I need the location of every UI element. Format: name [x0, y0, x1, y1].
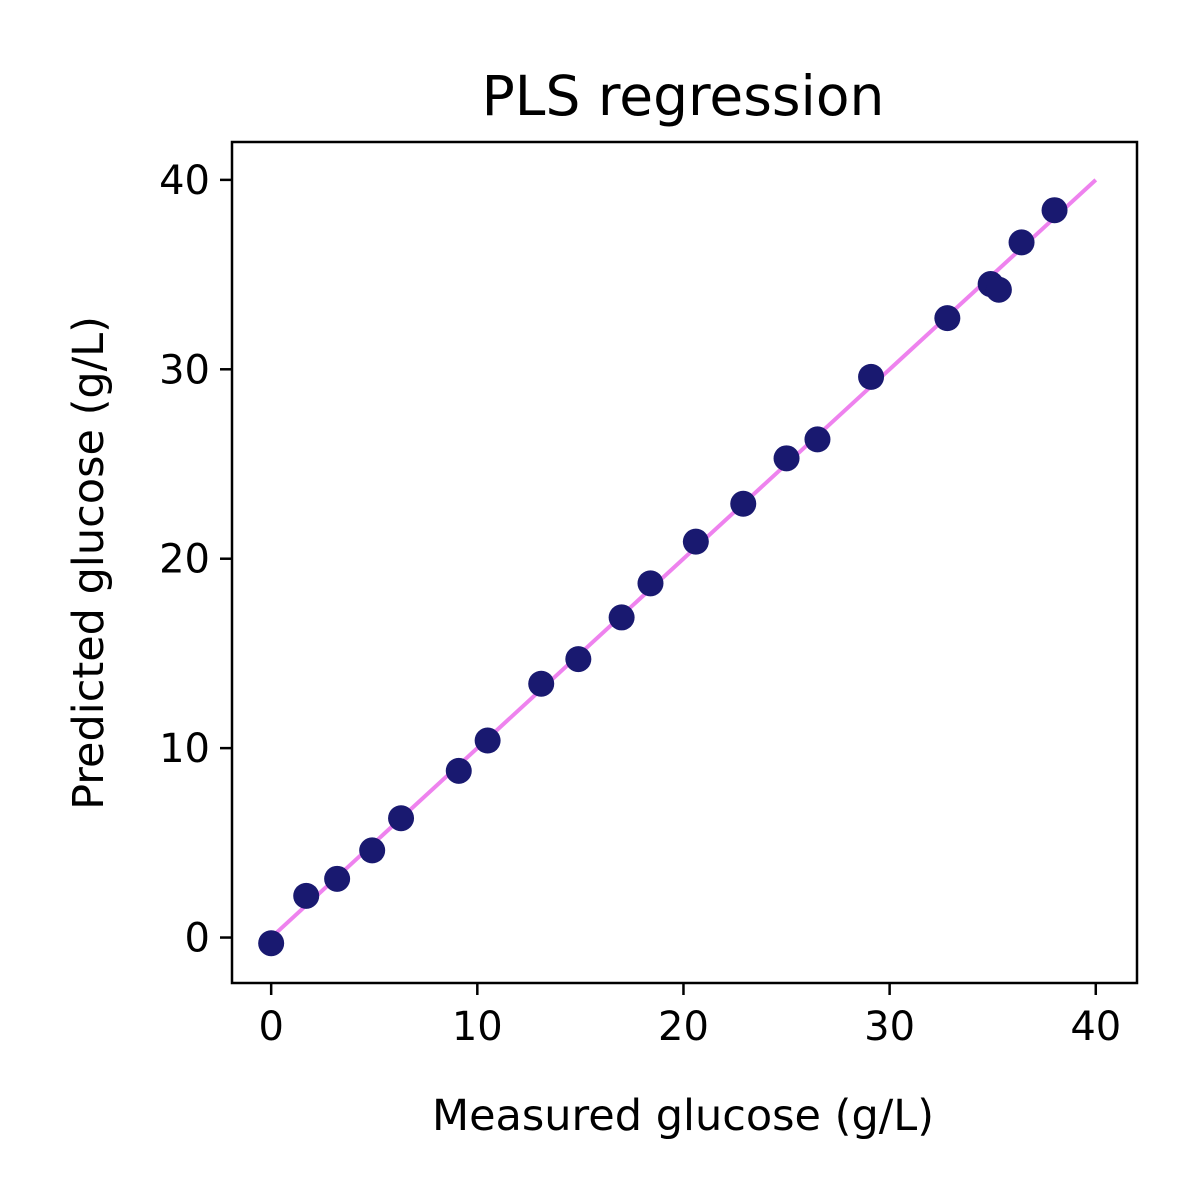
y-tick-label: 20 — [159, 537, 210, 583]
x-tick-label: 20 — [658, 1004, 709, 1050]
data-point — [804, 426, 831, 453]
data-point — [359, 837, 386, 864]
data-point — [730, 490, 757, 517]
data-point — [258, 930, 285, 957]
y-tick-label: 10 — [159, 726, 210, 772]
data-point — [1041, 197, 1068, 224]
data-point — [388, 805, 415, 832]
data-point — [934, 305, 961, 332]
x-tick-label: 30 — [864, 1004, 915, 1050]
data-point — [637, 570, 664, 597]
data-point — [293, 882, 320, 909]
data-point — [773, 445, 800, 472]
x-tick-label: 0 — [258, 1004, 283, 1050]
data-point — [445, 757, 472, 784]
y-tick-label: 0 — [185, 916, 210, 962]
chart-title: PLS regression — [482, 64, 885, 128]
x-tick-label: 10 — [452, 1004, 503, 1050]
scatter-points — [258, 197, 1068, 957]
x-axis-ticks: 0 10 20 30 40 — [258, 983, 1121, 1050]
data-point — [985, 276, 1012, 303]
x-axis-label: Measured glucose (g/L) — [432, 1091, 934, 1141]
data-point — [608, 604, 635, 631]
y-axis-ticks: 0 10 20 30 40 — [159, 158, 232, 962]
data-point — [858, 363, 885, 390]
x-tick-label: 40 — [1070, 1004, 1121, 1050]
data-point — [528, 670, 555, 697]
data-point — [565, 646, 592, 673]
data-point — [1008, 229, 1035, 256]
y-axis-label: Predicted glucose (g/L) — [64, 316, 114, 810]
y-tick-label: 40 — [159, 158, 210, 204]
data-point — [474, 727, 501, 754]
data-point — [682, 528, 709, 555]
data-point — [324, 865, 351, 892]
y-tick-label: 30 — [159, 347, 210, 393]
